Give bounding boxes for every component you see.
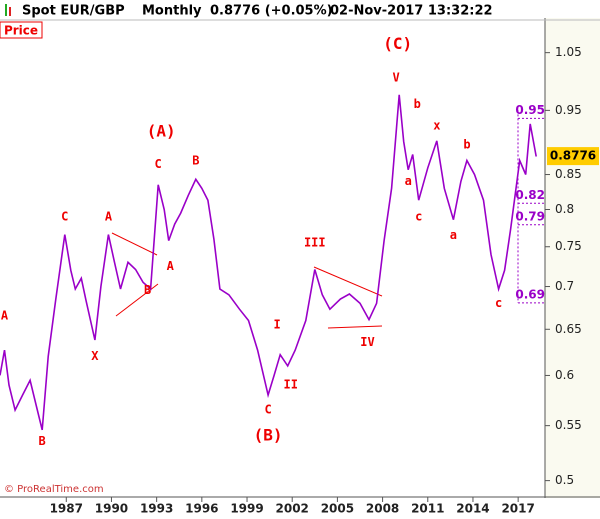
wave-label: A: [1, 309, 9, 323]
wave-label: c: [415, 209, 422, 223]
level-label: 0.95: [515, 103, 545, 117]
trendline: [111, 232, 158, 256]
price-line: [0, 94, 537, 431]
level-label: 0.69: [515, 287, 545, 301]
x-tick-label: 2008: [366, 502, 399, 516]
wave-label: B: [144, 283, 151, 297]
current-price: 0.8776: [550, 149, 596, 163]
x-tick-label: 1996: [185, 502, 218, 516]
wave-label: (A): [147, 122, 176, 141]
wave-label: V: [393, 70, 400, 84]
trendline: [313, 266, 383, 297]
wave-label: IV: [360, 335, 374, 349]
wave-label: A: [167, 259, 175, 273]
y-tick-label: 0.5: [555, 473, 574, 487]
x-tick-label: 1987: [50, 502, 83, 516]
x-tick-label: 2005: [321, 502, 354, 516]
wave-label: A: [105, 209, 113, 223]
wave-label: a: [405, 174, 412, 188]
level-label: 0.82: [515, 188, 545, 202]
wave-label: C: [155, 157, 162, 171]
current-price-box: [547, 147, 599, 166]
y-tick-label: 0.65: [555, 322, 582, 336]
panel-label: Price: [4, 24, 38, 38]
wave-label: x: [433, 118, 440, 132]
wave-label: (C): [383, 34, 412, 53]
x-tick-label: 1990: [95, 502, 128, 516]
wave-label: B: [39, 434, 46, 448]
timestamp: 02-Nov-2017 13:32:22: [330, 4, 493, 19]
wave-label: II: [283, 378, 297, 392]
x-tick-label: 1993: [140, 502, 173, 516]
quote: 0.8776 (+0.05%): [210, 4, 333, 19]
x-tick-label: 2017: [501, 502, 534, 516]
wave-label: C: [61, 209, 68, 223]
y-tick-label: 0.85: [555, 167, 582, 181]
icon: [5, 4, 7, 16]
x-tick-label: 2014: [456, 502, 489, 516]
instrument: Spot EUR/GBP: [22, 4, 125, 19]
wave-label: C: [264, 403, 271, 417]
wave-label: B: [192, 154, 199, 168]
y-tick-label: 0.7: [555, 279, 574, 293]
wave-label: III: [304, 235, 326, 249]
y-axis-strip: [545, 18, 600, 498]
x-tick-label: 2002: [276, 502, 309, 516]
wave-label: c: [495, 296, 502, 310]
icon: [9, 7, 11, 16]
y-tick-label: 0.75: [555, 239, 582, 253]
x-tick-label: 1999: [230, 502, 263, 516]
credit: © ProRealTime.com: [4, 484, 104, 495]
wave-label: a: [450, 228, 457, 242]
wave-label: (B): [254, 426, 283, 445]
y-tick-label: 0.95: [555, 103, 582, 117]
y-tick-label: 1.05: [555, 45, 582, 59]
wave-label: b: [414, 97, 421, 111]
period: Monthly: [142, 4, 202, 19]
y-tick-label: 0.6: [555, 368, 574, 382]
level-label: 0.79: [515, 209, 545, 223]
x-tick-label: 2011: [411, 502, 444, 516]
wave-label: b: [463, 137, 470, 151]
y-tick-label: 0.55: [555, 418, 582, 432]
wave-label: X: [91, 349, 99, 363]
wave-label: I: [274, 317, 281, 331]
panel-label-box: [0, 21, 43, 39]
trendline: [327, 325, 383, 329]
y-tick-label: 0.8: [555, 202, 574, 216]
